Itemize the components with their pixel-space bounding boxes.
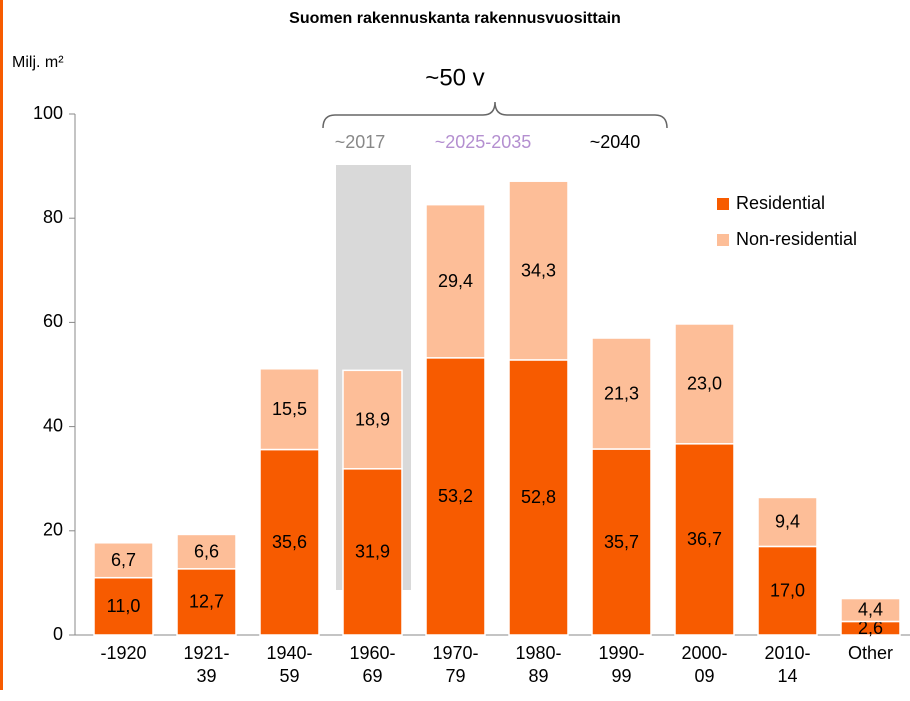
data-label: 21,3	[604, 383, 639, 403]
data-label: 35,7	[604, 532, 639, 552]
x-tick-label: 1980- 89	[515, 643, 561, 686]
data-label: 36,7	[687, 529, 722, 549]
y-tick-label: 0	[53, 624, 63, 644]
data-label: 35,6	[272, 532, 307, 552]
x-tick-line: 59	[279, 666, 299, 686]
data-label: 53,2	[438, 486, 473, 506]
x-tick-line: 99	[611, 666, 631, 686]
annotation: ~2017	[335, 132, 386, 152]
bar-segment	[674, 443, 735, 636]
data-label: 52,8	[521, 487, 556, 507]
bar-segment	[674, 323, 735, 445]
x-tick-label: 1970- 79	[432, 643, 478, 686]
x-tick-line: -1920	[100, 643, 146, 663]
y-tick-label: 80	[43, 207, 63, 227]
bar-segment	[425, 357, 486, 636]
data-label: 18,9	[355, 409, 390, 429]
x-tick-label: 2010- 14	[764, 643, 810, 686]
x-tick-label: 1960- 69	[349, 643, 395, 686]
legend-swatch	[717, 198, 729, 210]
data-label: 4,4	[858, 600, 883, 620]
x-tick-line: 1921-	[183, 643, 229, 663]
annotation: ~2025-2035	[435, 132, 532, 152]
bar-segment	[591, 337, 652, 450]
legend-label: Non-residential	[736, 229, 857, 249]
edge-stripe	[0, 0, 3, 690]
data-label: 12,7	[189, 592, 224, 612]
data-label: 11,0	[107, 596, 141, 616]
x-tick-line: 2000-	[681, 643, 727, 663]
bar-segment	[93, 576, 154, 636]
x-tick-label: 1921- 39	[183, 643, 229, 686]
x-tick-line: 69	[362, 666, 382, 686]
bar-segment	[425, 203, 486, 359]
y-axis-label: Milj. m²	[12, 54, 64, 71]
bar-segment	[757, 496, 818, 548]
bar-segment	[176, 568, 237, 636]
bar-segment	[342, 369, 403, 470]
x-tick-line: 1970-	[432, 643, 478, 663]
bar-segment	[176, 533, 237, 570]
data-label: 2,6	[858, 618, 883, 638]
bar-segment	[259, 368, 320, 451]
x-tick-line: 1990-	[598, 643, 644, 663]
bar-segment	[591, 448, 652, 636]
data-label: 31,9	[355, 542, 390, 562]
y-tick-label: 40	[43, 415, 63, 435]
bar-segment	[508, 359, 569, 636]
x-tick-line: 1960-	[349, 643, 395, 663]
bracket	[322, 101, 668, 129]
legend-label: Residential	[736, 193, 825, 213]
x-tick-label: 1990- 99	[598, 643, 644, 686]
x-tick-line: Other	[848, 643, 893, 663]
x-tick-line: 2010-	[764, 643, 810, 663]
span-label: ~50 v	[425, 64, 484, 91]
x-tick-line: 89	[528, 666, 548, 686]
x-tick-line: 14	[777, 666, 797, 686]
x-tick-line: 1980-	[515, 643, 561, 663]
data-label: 6,6	[194, 541, 219, 561]
data-label: 29,4	[438, 271, 473, 291]
x-tick-line: 09	[694, 666, 714, 686]
x-tick-line: 39	[196, 666, 216, 686]
data-label: 9,4	[775, 512, 800, 532]
x-tick-label: 2000- 09	[681, 643, 727, 686]
y-tick-label: 60	[43, 311, 63, 331]
x-tick-label: -1920	[100, 643, 146, 663]
y-tick-label: 100	[33, 103, 63, 123]
bar-segment	[840, 597, 901, 623]
x-tick-line: 1940-	[266, 643, 312, 663]
bar-segment	[259, 448, 320, 636]
bar-segment	[93, 542, 154, 579]
data-label: 34,3	[521, 260, 556, 280]
x-tick-label: Other	[848, 643, 893, 663]
data-label: 17,0	[770, 580, 805, 600]
x-tick-line: 79	[445, 666, 465, 686]
data-label: 23,0	[687, 374, 722, 394]
bar-segment	[508, 180, 569, 361]
chart-title: Suomen rakennuskanta rakennusvuosittain	[289, 10, 621, 27]
legend-swatch	[717, 234, 729, 246]
x-tick-label: 1940- 59	[266, 643, 312, 686]
annotation: ~2040	[590, 132, 641, 152]
y-tick-label: 20	[43, 520, 63, 540]
data-label: 6,7	[111, 550, 136, 570]
data-label: 15,5	[272, 399, 307, 419]
